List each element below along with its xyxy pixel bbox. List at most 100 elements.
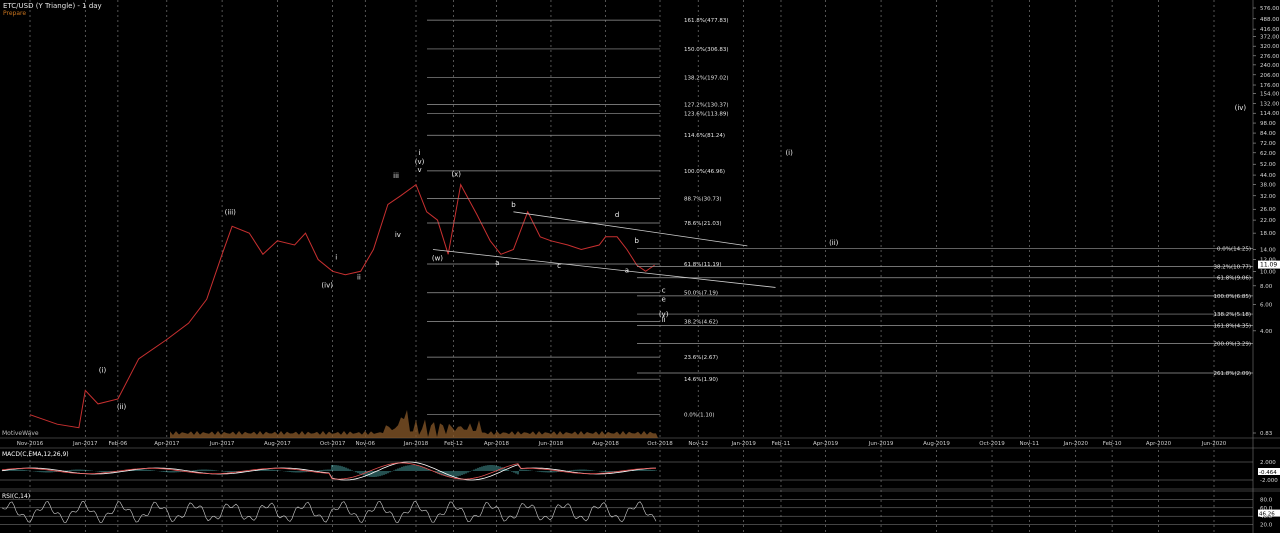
wave-label: c (557, 262, 561, 270)
fib-level-label: 161.8%(477.83) (684, 18, 729, 24)
wave-label: ii (357, 274, 361, 282)
price-tick-label: 0.83 (1260, 431, 1273, 437)
time-axis-label: Jan-2018 (403, 441, 429, 447)
price-tick-label: 416.00 (1260, 27, 1280, 33)
fib-label-bg (682, 194, 722, 202)
price-tick-label: 8.00 (1260, 284, 1273, 290)
fib-label-bg (682, 100, 729, 108)
price-tick-label: 12.00 (1260, 257, 1276, 263)
wave-label: (ii) (117, 403, 127, 411)
macd-signal-line (1, 462, 656, 480)
time-axis-label: Aug-2018 (592, 441, 619, 447)
time-axis-label: Jun-2018 (538, 441, 564, 447)
wave-label: i (419, 149, 421, 157)
price-tick-label: 154.00 (1260, 92, 1280, 98)
price-tick-label: 22.00 (1260, 218, 1276, 224)
fib-label-bg (682, 375, 719, 383)
price-tick-label: 132.00 (1260, 102, 1280, 108)
fib-extension-label: 161.8%(4.35) (1213, 323, 1251, 329)
price-tick-label: 26.00 (1260, 207, 1276, 213)
time-axis-label: Apr-2019 (813, 441, 839, 447)
fib-extension-label: 138.2%(5.18) (1213, 312, 1251, 318)
time-axis-label: Nov-12 (688, 441, 708, 447)
fib-level-label: 138.2%(197.02) (684, 76, 729, 82)
price-tick-label: 240.00 (1260, 63, 1280, 69)
fib-label-bg (682, 353, 719, 361)
wave-label: iii (393, 172, 399, 180)
wave-label: e (661, 295, 665, 303)
wave-label: (iv) (1235, 104, 1247, 112)
wave-label: v (417, 166, 421, 174)
time-axis-label: Jan-2019 (730, 441, 756, 447)
fib-label-bg (682, 44, 729, 52)
fib-level-label: 61.8%(11.19) (684, 262, 722, 268)
fib-level-label: 14.6%(1.90) (684, 377, 718, 383)
price-tick-label: 276.00 (1260, 54, 1280, 60)
time-axis-label: Feb-11 (772, 441, 791, 447)
price-tick-label: 206.00 (1260, 73, 1280, 79)
fib-label-bg (682, 219, 722, 227)
fib-extension-label: 200.0%(3.29) (1213, 342, 1251, 348)
time-axis-label: Jun-2019 (868, 441, 894, 447)
time-axis-label: Jan-2020 (1062, 441, 1088, 447)
wave-label: (y) (659, 310, 669, 318)
price-tick-label: 576.00 (1260, 6, 1280, 12)
fib-level-label: 50.0%(7.19) (684, 291, 718, 297)
rsi-line (1, 501, 657, 523)
fib-level-label: 88.7%(30.73) (684, 196, 722, 202)
fib-level-label: 38.2%(4.62) (684, 319, 718, 325)
fib-label-bg (682, 109, 729, 117)
macd-label: MACD(C,EMA,12,26,9) (2, 451, 69, 458)
current-price-badge (1258, 260, 1280, 269)
wave-label: i (335, 253, 337, 261)
wave-label: iv (395, 231, 401, 239)
time-axis-label: Feb-06 (109, 441, 128, 447)
price-line (29, 183, 655, 429)
time-axis-label: Jun-2020 (1201, 441, 1227, 447)
fib-label-bg (682, 288, 719, 296)
rsi-tick-label: 80.0 (1260, 497, 1273, 503)
wave-label: a (495, 259, 499, 267)
wave-label: (x) (451, 171, 461, 179)
price-tick-label: 84.00 (1260, 131, 1276, 137)
fib-label-bg (682, 260, 722, 268)
current-price-label: 11.09 (1260, 262, 1277, 269)
chart-title: ETC/USD (Y Triangle) - 1 day (3, 2, 102, 10)
time-axis-label: Jan-2017 (72, 441, 98, 447)
time-axis-label: Feb-10 (1103, 441, 1122, 447)
price-tick-label: 62.00 (1260, 151, 1276, 157)
fib-level-label: 23.6%(2.67) (684, 355, 718, 361)
watermark: MotiveWave (2, 430, 39, 437)
rsi-tick-label: 60.0 (1260, 506, 1273, 512)
time-axis-label: Jun-2017 (209, 441, 235, 447)
price-tick-label: 488.00 (1260, 17, 1280, 23)
fib-label-bg (682, 16, 729, 24)
price-tick-label: 14.00 (1260, 247, 1276, 253)
price-tick-label: 114.00 (1260, 111, 1280, 117)
fib-extension-label: 100.0%(6.85) (1213, 294, 1251, 300)
fib-extension-label: 61.8%(9.06) (1217, 276, 1251, 282)
wave-label: b (635, 237, 640, 245)
rsi-value-badge (1258, 509, 1280, 517)
time-axis-label: Apr-2017 (154, 441, 180, 447)
wave-label: d (615, 211, 619, 219)
fib-label-bg (682, 317, 719, 325)
price-tick-label: 44.00 (1260, 173, 1276, 179)
price-tick-label: 6.00 (1260, 303, 1273, 309)
time-axis-label: Oct-2018 (647, 441, 673, 447)
rsi-label: RSI(C,14) (2, 493, 30, 500)
time-axis-label: Feb-12 (444, 441, 463, 447)
macd-tick-label: -2.000 (1260, 478, 1278, 484)
time-axis-label: Aug-2019 (923, 441, 950, 447)
rsi-tick-label: 20.0 (1260, 523, 1273, 529)
price-tick-label: 10.00 (1260, 269, 1276, 275)
wave-label: (i) (99, 367, 107, 375)
time-axis-label: Oct-2017 (320, 441, 346, 447)
fib-label-bg (682, 410, 715, 418)
fib-level-label: 100.0%(46.96) (684, 169, 725, 175)
wave-label: a (625, 267, 629, 275)
price-tick-label: 98.00 (1260, 121, 1276, 127)
macd-value-badge (1258, 468, 1280, 475)
fib-extension-label: 261.8%(2.09) (1213, 371, 1251, 377)
